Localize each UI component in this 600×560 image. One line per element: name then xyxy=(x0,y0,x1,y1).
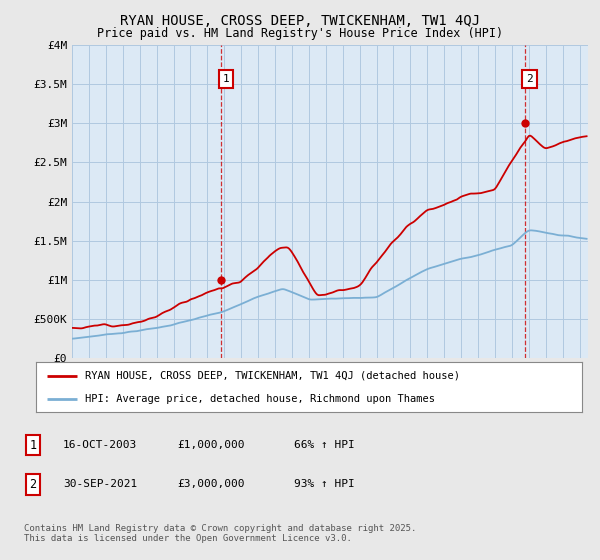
Text: 2: 2 xyxy=(526,74,533,85)
Text: 1: 1 xyxy=(223,74,229,85)
Text: Price paid vs. HM Land Registry's House Price Index (HPI): Price paid vs. HM Land Registry's House … xyxy=(97,27,503,40)
Text: 16-OCT-2003: 16-OCT-2003 xyxy=(63,440,137,450)
Text: 2: 2 xyxy=(29,478,37,491)
Text: 93% ↑ HPI: 93% ↑ HPI xyxy=(294,479,355,489)
Text: £1,000,000: £1,000,000 xyxy=(177,440,245,450)
Text: 30-SEP-2021: 30-SEP-2021 xyxy=(63,479,137,489)
Text: 1: 1 xyxy=(29,438,37,452)
Text: Contains HM Land Registry data © Crown copyright and database right 2025.
This d: Contains HM Land Registry data © Crown c… xyxy=(24,524,416,543)
Text: RYAN HOUSE, CROSS DEEP, TWICKENHAM, TW1 4QJ (detached house): RYAN HOUSE, CROSS DEEP, TWICKENHAM, TW1 … xyxy=(85,371,460,381)
Text: £3,000,000: £3,000,000 xyxy=(177,479,245,489)
Text: RYAN HOUSE, CROSS DEEP, TWICKENHAM, TW1 4QJ: RYAN HOUSE, CROSS DEEP, TWICKENHAM, TW1 … xyxy=(120,14,480,28)
Text: 66% ↑ HPI: 66% ↑ HPI xyxy=(294,440,355,450)
Text: HPI: Average price, detached house, Richmond upon Thames: HPI: Average price, detached house, Rich… xyxy=(85,394,435,404)
